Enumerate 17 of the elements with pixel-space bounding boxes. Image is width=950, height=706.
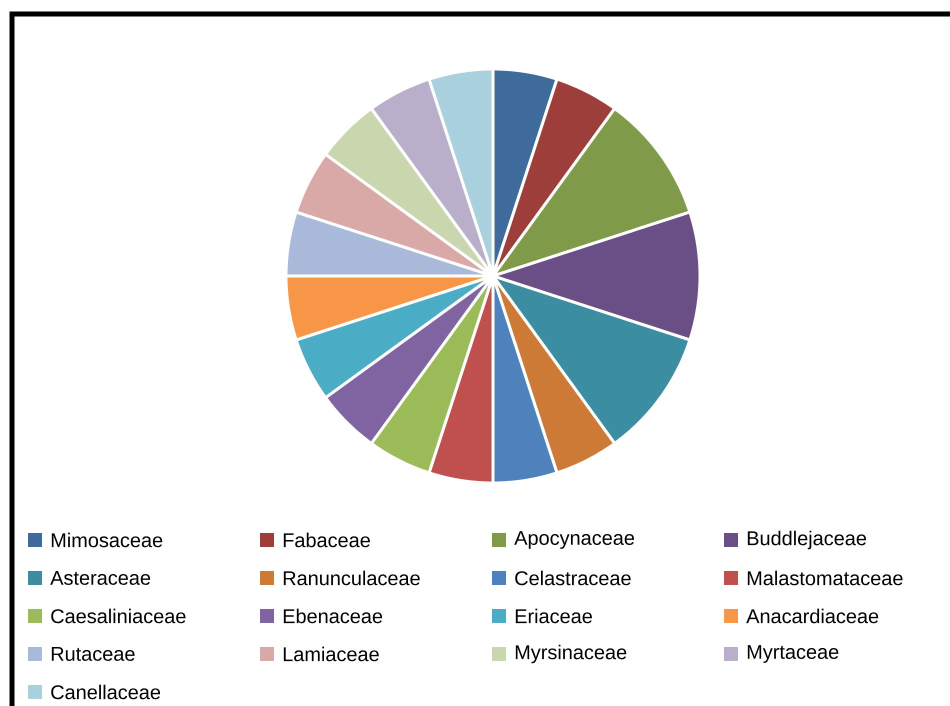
legend-label: Caesaliniaceae bbox=[51, 608, 186, 624]
legend-label: Apocynaceae bbox=[514, 531, 634, 549]
legend-label: Malastomataceae bbox=[748, 570, 903, 586]
legend-label: Asteraceae bbox=[50, 571, 150, 585]
legend-label: Mimosaceae bbox=[52, 532, 162, 548]
legend-label: Buddlejaceae bbox=[748, 530, 866, 550]
legend-label: Rutaceae bbox=[52, 647, 135, 661]
legend-label: Myrsinaceae bbox=[516, 644, 626, 664]
legend-label: Celastraceae bbox=[515, 570, 631, 586]
legend-label: Ranunculaceae bbox=[284, 570, 420, 586]
legend-label: Lamiaceae bbox=[284, 646, 379, 662]
legend-label: Fabaceae bbox=[284, 532, 370, 548]
legend-label: Eriaceae bbox=[516, 608, 592, 624]
legend-label: Canellaceae bbox=[51, 684, 160, 700]
legend-label: Anacardiaceae bbox=[746, 608, 878, 624]
legend-label: Ebenaceae bbox=[284, 608, 382, 624]
legend-label: Myrtaceae bbox=[748, 645, 838, 663]
